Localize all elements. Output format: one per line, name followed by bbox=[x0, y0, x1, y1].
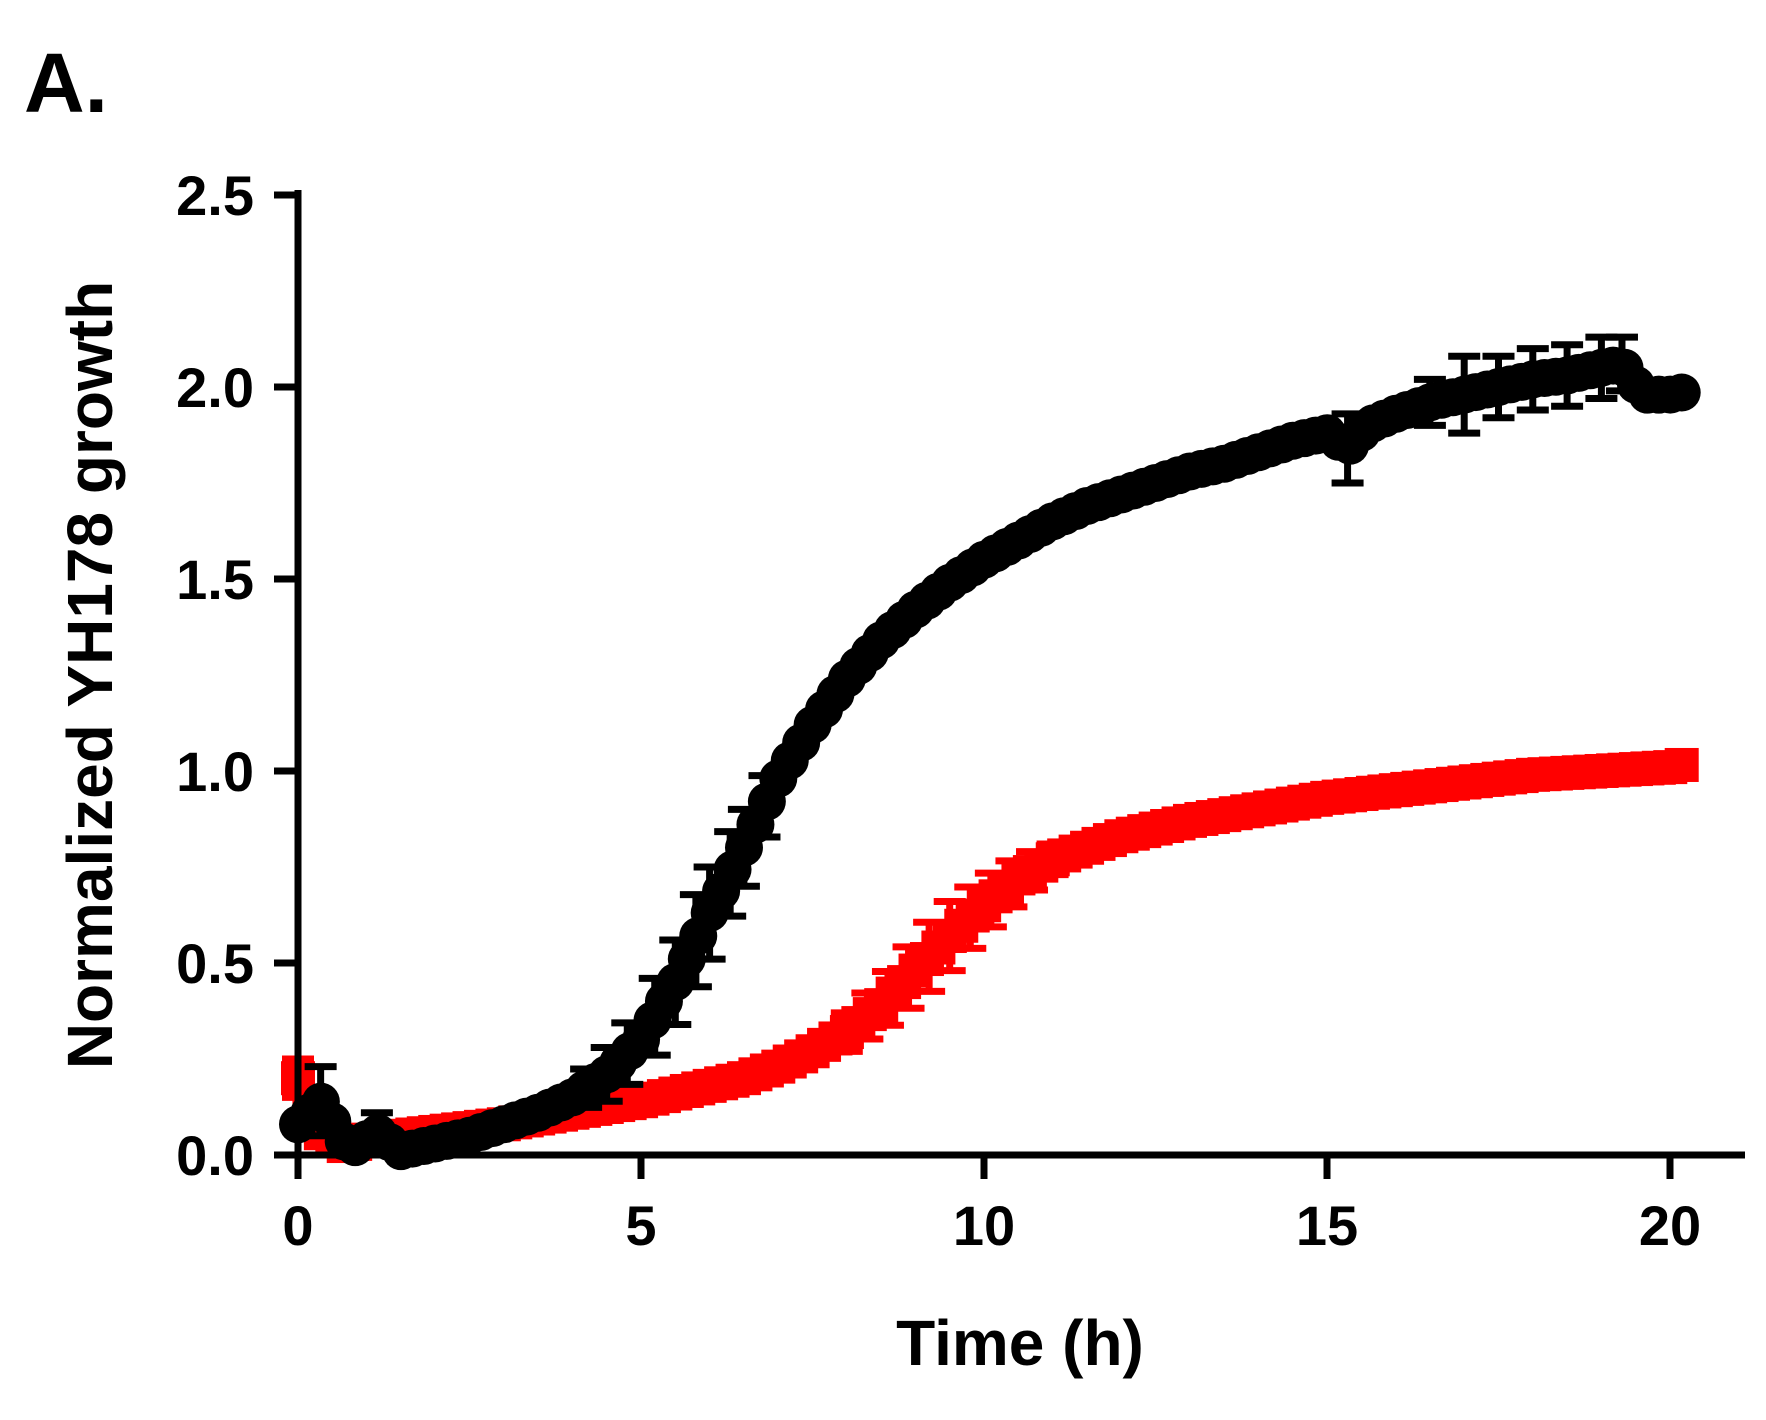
axes bbox=[294, 190, 1745, 1159]
y-tick-label: 0.0 bbox=[176, 1124, 254, 1187]
series-black-circles bbox=[279, 333, 1701, 1171]
y-tick-label: 2.0 bbox=[176, 356, 254, 419]
tick-marks: 0 5 10 15 20 0.0 0.5 1.0 1.5 2.0 2.5 bbox=[176, 164, 1701, 1257]
y-tick-label: 1.5 bbox=[176, 548, 254, 611]
y-tick-label: 0.5 bbox=[176, 932, 254, 995]
x-tick-label: 5 bbox=[625, 1194, 656, 1257]
data-point bbox=[1662, 373, 1701, 412]
y-axis-title: Normalized YH178 growth bbox=[54, 281, 126, 1069]
x-axis-title: Time (h) bbox=[896, 1307, 1144, 1379]
x-tick-label: 15 bbox=[1296, 1194, 1358, 1257]
data-point bbox=[1664, 747, 1699, 782]
x-tick-label: 20 bbox=[1639, 1194, 1701, 1257]
y-tick-label: 1.0 bbox=[176, 740, 254, 803]
x-tick-label: 10 bbox=[953, 1194, 1015, 1257]
series-red-squares bbox=[281, 747, 1699, 1164]
y-tick-label: 2.5 bbox=[176, 164, 254, 227]
x-tick-label: 0 bbox=[282, 1194, 313, 1257]
panel-label: A. bbox=[24, 36, 108, 130]
plot-area bbox=[279, 333, 1701, 1171]
